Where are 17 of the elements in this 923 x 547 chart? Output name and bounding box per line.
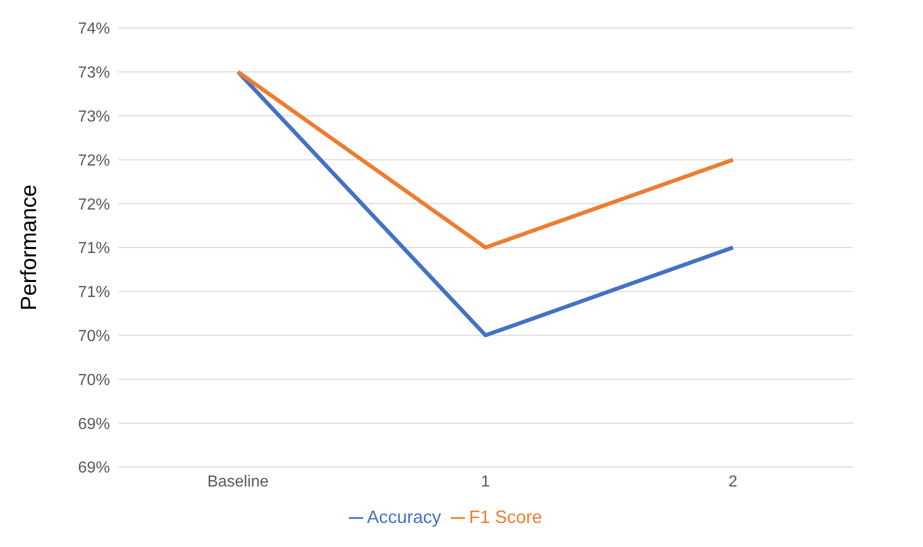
legend-label: F1 Score (469, 507, 542, 527)
y-tick-label: 73% (78, 64, 110, 82)
y-tick-label: 69% (78, 460, 110, 477)
y-tick-label: 71% (78, 284, 110, 302)
y-tick-label: 73% (78, 108, 110, 126)
legend-label: Accuracy (366, 507, 441, 527)
y-tick-label: 72% (78, 196, 110, 214)
x-tick-label: Baseline (207, 473, 269, 490)
x-tick-label: 2 (728, 473, 738, 490)
y-tick-label: 71% (78, 240, 110, 258)
y-tick-label: 70% (78, 328, 110, 345)
y-tick-label: 69% (78, 416, 110, 433)
y-tick-label: 70% (78, 372, 110, 389)
y-tick-label: 74% (78, 20, 110, 38)
y-axis-title: Performance (16, 184, 41, 310)
y-tick-label: 72% (78, 152, 110, 170)
x-tick-label: 1 (481, 473, 490, 490)
